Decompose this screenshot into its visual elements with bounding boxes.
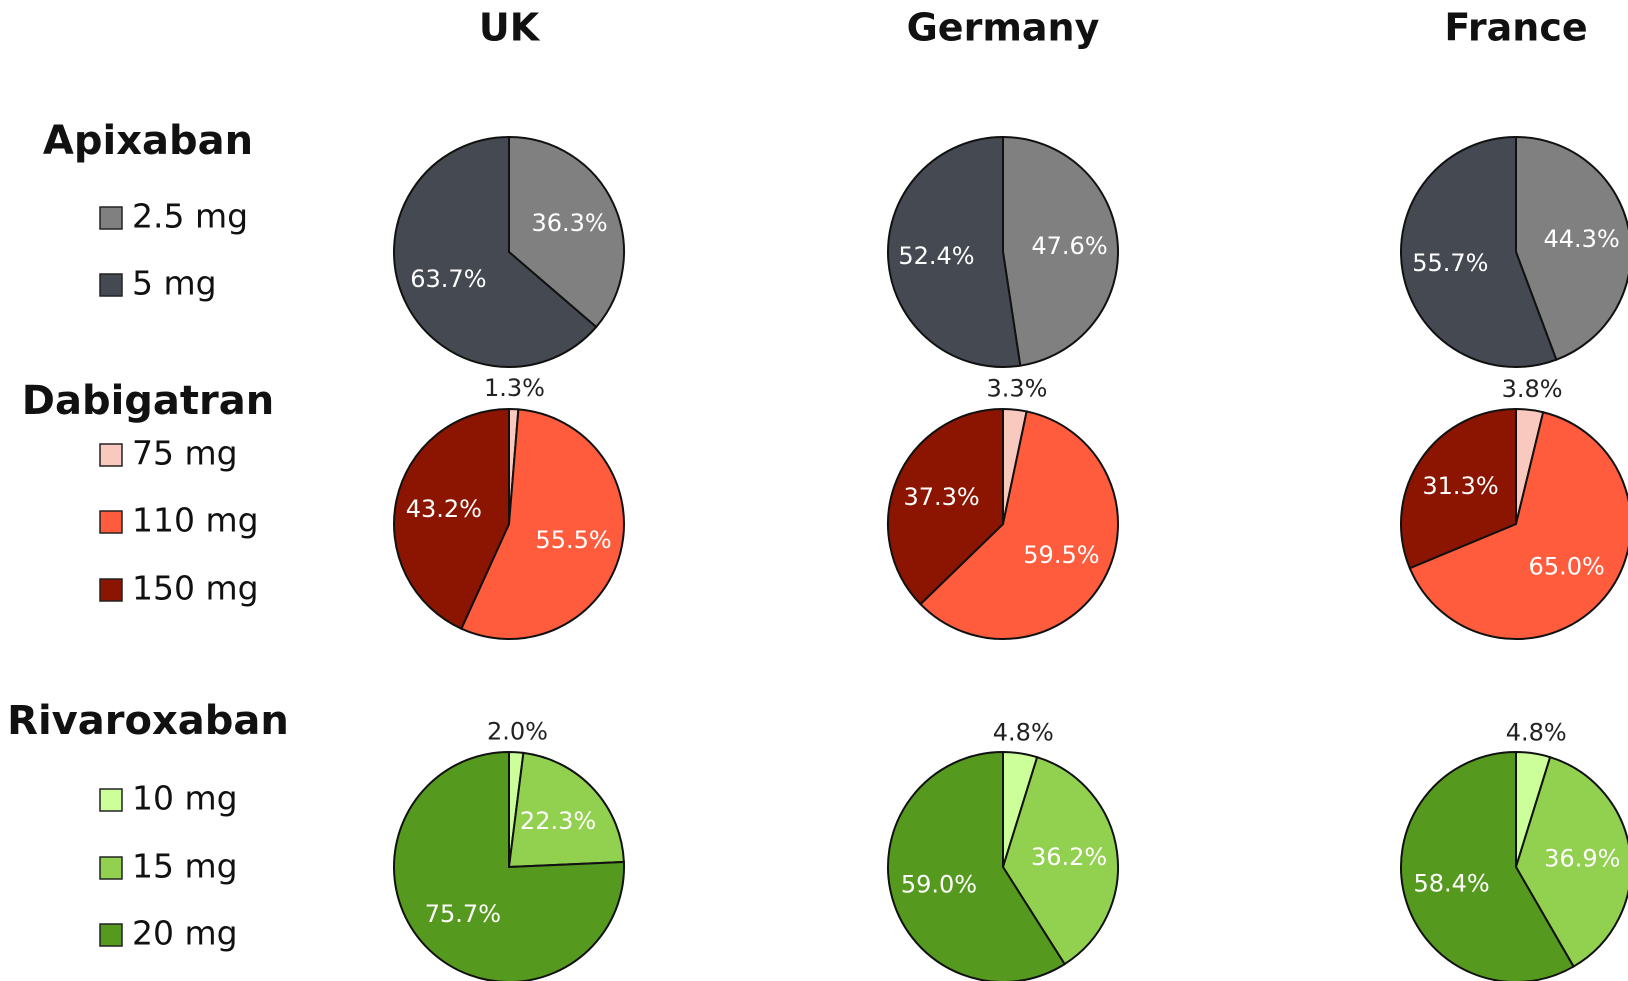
pie-slice xyxy=(393,750,625,981)
legend-text: 10 mg xyxy=(132,779,238,818)
pie-label: 22.3% xyxy=(520,807,596,835)
pie-slice xyxy=(508,135,625,329)
legend-text: 15 mg xyxy=(132,847,238,886)
pie-label: 37.3% xyxy=(903,483,979,511)
pie-slice xyxy=(507,751,625,869)
pie-slice xyxy=(1515,135,1628,361)
pie-slice xyxy=(887,135,1022,368)
pie-label: 2.0% xyxy=(487,717,548,745)
pie-label: 4.8% xyxy=(993,719,1054,747)
pie-label: 55.5% xyxy=(535,526,611,554)
pie-slice xyxy=(1001,755,1119,966)
pie-label: 31.3% xyxy=(1422,472,1498,500)
legend-text: 20 mg xyxy=(132,914,238,953)
pie-label: 63.7% xyxy=(410,265,486,293)
legend-swatch xyxy=(99,788,123,812)
pie-label: 36.2% xyxy=(1031,843,1107,871)
pie-label: 3.3% xyxy=(986,375,1047,403)
pie-slice xyxy=(393,135,598,368)
legend-swatch xyxy=(99,578,123,602)
pie-label: 75.7% xyxy=(425,900,501,928)
legend-text: 2.5 mg xyxy=(132,197,248,236)
pie-slice xyxy=(887,750,1067,981)
pie-slice xyxy=(1400,407,1517,570)
pie-label: 59.0% xyxy=(901,871,977,899)
pie-label: 36.9% xyxy=(1544,845,1620,873)
pie-slice xyxy=(887,407,1004,606)
pie-slice xyxy=(919,410,1119,640)
row-title: Apixaban xyxy=(43,118,253,164)
pie-slice xyxy=(1408,411,1628,640)
pie-label: 43.2% xyxy=(406,495,482,523)
pie-label: 1.3% xyxy=(484,374,545,402)
row-title: Rivaroxaban xyxy=(7,698,289,744)
row-title: Dabigatran xyxy=(22,378,274,424)
pie-label: 36.3% xyxy=(531,209,607,237)
pie-slice xyxy=(460,408,625,640)
pie-label: 52.4% xyxy=(898,242,974,270)
legend-swatch xyxy=(99,273,123,297)
pie-label: 55.7% xyxy=(1412,249,1488,277)
legend-text: 5 mg xyxy=(132,264,217,303)
column-title: Germany xyxy=(907,6,1100,50)
column-title: France xyxy=(1444,6,1587,50)
pie-label: 59.5% xyxy=(1023,541,1099,569)
legend-text: 75 mg xyxy=(132,434,238,473)
column-title: UK xyxy=(479,6,541,50)
legend-swatch xyxy=(99,443,123,467)
legend-swatch xyxy=(99,923,123,947)
legend-swatch xyxy=(99,510,123,534)
pie-label: 4.8% xyxy=(1506,719,1567,747)
pie-label: 58.4% xyxy=(1413,869,1489,897)
legend-swatch xyxy=(99,856,123,880)
pie-slice xyxy=(393,407,510,630)
pie-label: 65.0% xyxy=(1529,552,1605,580)
pie-slice xyxy=(1400,135,1558,368)
legend-swatch xyxy=(99,206,123,230)
pie-label: 44.3% xyxy=(1544,225,1620,253)
pie-slice xyxy=(1400,750,1575,981)
legend-text: 110 mg xyxy=(132,501,259,540)
legend-text: 150 mg xyxy=(132,569,259,608)
pie-label: 3.8% xyxy=(1502,375,1563,403)
pie-label: 47.6% xyxy=(1031,232,1107,260)
pie-slice xyxy=(1002,135,1119,367)
